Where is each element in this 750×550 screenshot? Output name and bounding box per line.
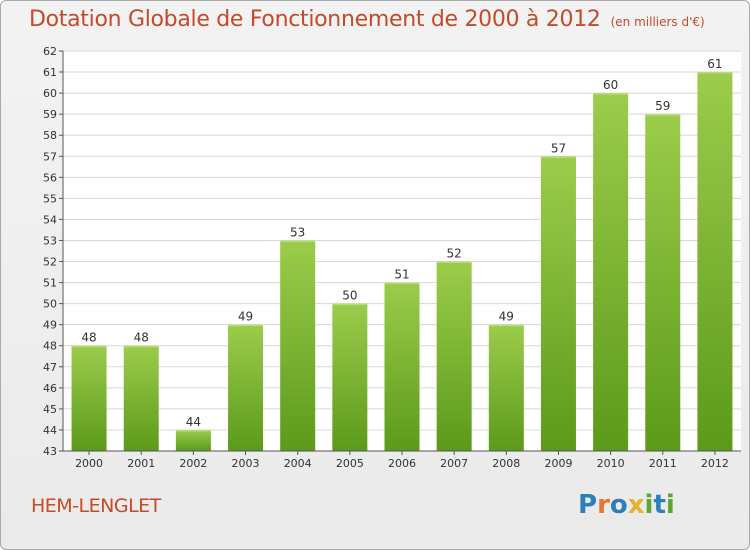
y-tick-label: 59	[43, 108, 57, 121]
bar-highlight	[175, 429, 211, 432]
data-label: 52	[447, 247, 462, 261]
x-tick-label: 2002	[179, 457, 207, 470]
x-tick-label: 2003	[232, 457, 260, 470]
y-tick-label: 53	[43, 234, 57, 247]
bar-highlight	[540, 156, 576, 158]
x-tick-label: 2005	[336, 457, 364, 470]
chart-title-text: Dotation Globale de Fonctionnement de 20…	[29, 7, 601, 32]
y-tick-label: 47	[43, 361, 57, 374]
place-name: HEM-LENGLET	[31, 495, 161, 517]
y-tick-label: 45	[43, 403, 57, 416]
bar-2005[interactable]	[332, 303, 368, 451]
x-tick-label: 2000	[75, 457, 103, 470]
x-tick-label: 2012	[701, 457, 729, 470]
y-tick-label: 58	[43, 129, 57, 142]
x-tick-label: 2004	[284, 457, 312, 470]
logo-letter: i	[665, 490, 675, 520]
y-tick-label: 50	[43, 298, 57, 311]
bar-highlight	[280, 240, 316, 242]
x-tick-label: 2010	[597, 457, 625, 470]
bar-highlight	[332, 303, 368, 306]
bar-2011[interactable]	[645, 114, 681, 451]
data-label: 48	[134, 331, 149, 345]
bar-2006[interactable]	[384, 282, 420, 451]
y-tick-label: 51	[43, 277, 57, 290]
data-label: 49	[499, 310, 514, 324]
bar-2009[interactable]	[540, 156, 576, 451]
y-tick-label: 52	[43, 256, 57, 269]
bar-highlight	[697, 72, 733, 74]
y-tick-label: 55	[43, 192, 57, 205]
bar-highlight	[228, 324, 264, 327]
logo-letter: i	[644, 490, 654, 520]
bar-highlight	[71, 345, 107, 348]
x-tick-label: 2006	[388, 457, 416, 470]
y-tick-label: 49	[43, 319, 57, 332]
data-label: 60	[603, 78, 618, 92]
y-tick-label: 54	[43, 213, 57, 226]
chart-subtitle: (en milliers d'€)	[610, 15, 705, 29]
y-tick-label: 46	[43, 382, 57, 395]
bar-2003[interactable]	[228, 324, 264, 451]
bar-highlight	[123, 345, 159, 348]
axes-group	[59, 50, 741, 455]
logo-letter: r	[597, 490, 610, 520]
data-label: 57	[551, 141, 566, 155]
y-tick-label: 43	[43, 445, 57, 458]
logo-letter: x	[627, 490, 645, 520]
x-tick-label: 2001	[127, 457, 155, 470]
bar-2004[interactable]	[280, 240, 316, 451]
x-tick-label: 2007	[440, 457, 468, 470]
data-label: 53	[290, 225, 305, 239]
x-tick-label: 2011	[649, 457, 677, 470]
bars-group	[71, 72, 733, 452]
bar-highlight	[436, 261, 472, 264]
logo-letter: t	[653, 490, 666, 520]
bar-2001[interactable]	[123, 345, 159, 451]
data-label: 51	[394, 268, 409, 282]
chart-title: Dotation Globale de Fonctionnement de 20…	[29, 7, 705, 32]
y-tick-label: 48	[43, 340, 57, 353]
bar-highlight	[384, 282, 420, 285]
bar-highlight	[488, 324, 524, 327]
data-label: 49	[238, 310, 253, 324]
y-tick-label: 44	[43, 424, 57, 437]
data-label: 61	[707, 57, 722, 71]
bar-2007[interactable]	[436, 261, 472, 451]
logo-letter: o	[609, 490, 628, 520]
bar-2002[interactable]	[175, 429, 211, 451]
data-label: 50	[342, 289, 357, 303]
y-tick-label: 57	[43, 150, 57, 163]
x-tick-label: 2009	[544, 457, 572, 470]
data-label: 44	[186, 415, 201, 429]
x-tick-label: 2008	[492, 457, 520, 470]
data-label: 48	[81, 331, 96, 345]
bar-2008[interactable]	[488, 324, 524, 451]
y-tick-label: 62	[43, 45, 57, 58]
y-tick-label: 56	[43, 171, 57, 184]
data-label: 59	[655, 99, 670, 113]
bar-highlight	[593, 93, 629, 95]
logo-letter: P	[578, 490, 598, 520]
proxiti-logo[interactable]: Proxiti	[578, 490, 675, 520]
labels-group: 43 44 45 46 47 48 49 50 51 52 53 54 55 56 57 58 59 60 61 62…	[43, 45, 729, 470]
bar-highlight	[645, 114, 681, 116]
bar-2000[interactable]	[71, 345, 107, 451]
bar-2010[interactable]	[593, 93, 629, 452]
y-tick-label: 60	[43, 87, 57, 100]
y-tick-label: 61	[43, 66, 57, 79]
bar-2012[interactable]	[697, 72, 733, 451]
